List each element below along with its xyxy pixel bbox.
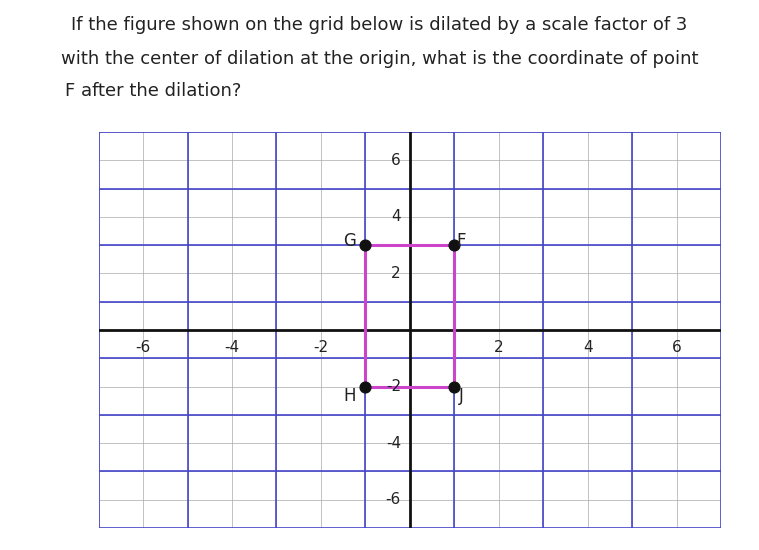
Point — [359, 382, 371, 391]
Text: 4: 4 — [392, 210, 401, 224]
Point — [449, 241, 461, 250]
Text: -2: -2 — [313, 340, 329, 355]
Text: 6: 6 — [672, 340, 682, 355]
Text: F: F — [456, 232, 466, 250]
Text: J: J — [458, 387, 464, 405]
Text: 2: 2 — [392, 266, 401, 281]
Text: If the figure shown on the grid below is dilated by a scale factor of 3: If the figure shown on the grid below is… — [71, 16, 688, 35]
Point — [359, 241, 371, 250]
Text: 4: 4 — [583, 340, 593, 355]
Text: 2: 2 — [494, 340, 503, 355]
Text: G: G — [343, 232, 356, 250]
Text: -4: -4 — [386, 436, 401, 450]
Text: with the center of dilation at the origin, what is the coordinate of point: with the center of dilation at the origi… — [61, 50, 698, 68]
Text: -2: -2 — [386, 379, 401, 394]
Text: -4: -4 — [225, 340, 240, 355]
Text: H: H — [344, 387, 356, 405]
Text: -6: -6 — [386, 492, 401, 507]
Text: 6: 6 — [391, 153, 401, 168]
Text: F after the dilation?: F after the dilation? — [65, 82, 241, 101]
Text: -6: -6 — [136, 340, 151, 355]
Point — [449, 382, 461, 391]
